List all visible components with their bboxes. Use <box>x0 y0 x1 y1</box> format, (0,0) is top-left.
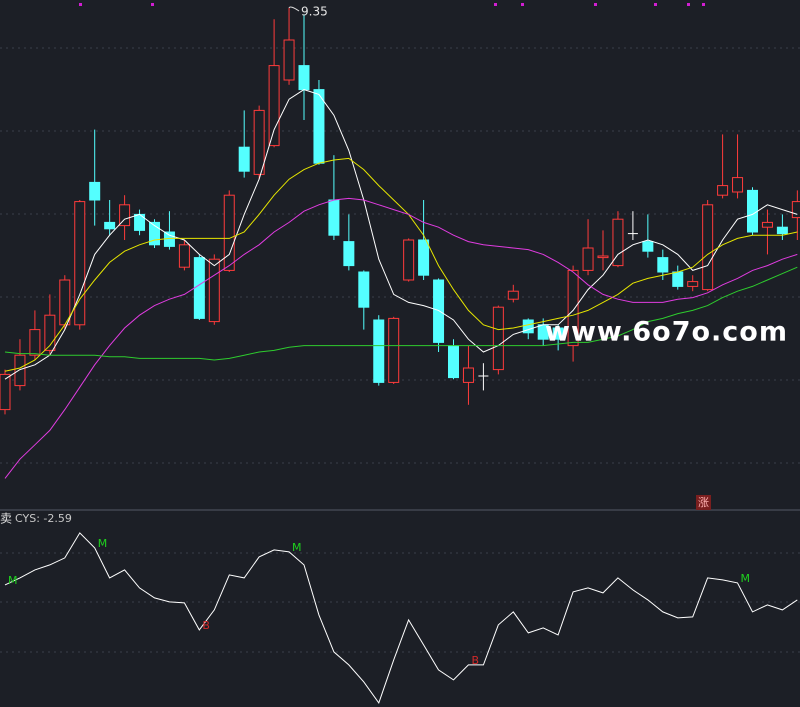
candle-body <box>687 281 699 287</box>
candle-body <box>403 239 415 281</box>
candles <box>0 8 800 479</box>
grid <box>0 47 800 653</box>
candle-body <box>732 177 744 193</box>
moving-average-line <box>4 197 798 479</box>
signal-label: B <box>471 654 479 667</box>
candle-body <box>373 319 385 383</box>
candle-body <box>791 201 800 219</box>
candle-body <box>418 239 430 276</box>
indicator-label: CYS: -2.59 <box>15 512 72 525</box>
candle-body <box>208 258 220 323</box>
candle-body <box>507 290 519 300</box>
candle-body <box>178 244 190 268</box>
candle-body <box>104 221 116 230</box>
max-pointer <box>288 6 300 12</box>
candle-body <box>448 345 459 379</box>
marker-dot <box>594 3 597 6</box>
candle-body <box>253 109 265 175</box>
candle-body <box>433 279 445 343</box>
candle-body <box>343 241 355 267</box>
marker-dot <box>494 3 497 6</box>
candle-body <box>717 185 729 196</box>
candle-body <box>328 199 340 236</box>
badge-box <box>696 495 711 510</box>
marker-dot <box>151 3 154 6</box>
max-label: 9.35 <box>301 5 328 19</box>
watermark: www.6o7o.com <box>545 317 788 348</box>
marker-dot <box>521 3 524 6</box>
candle-body <box>761 221 773 228</box>
candle-body <box>747 189 758 233</box>
candle-body <box>657 257 669 273</box>
moving-average-line <box>4 157 798 372</box>
candle-body <box>89 181 101 201</box>
marker-dot <box>654 3 657 6</box>
candle-body <box>612 218 624 267</box>
candle-body <box>0 373 11 411</box>
marker-dot <box>79 3 82 6</box>
candle-body <box>462 367 474 383</box>
signal-label: M <box>292 541 302 554</box>
badge: 涨 <box>698 496 709 509</box>
candle-body <box>492 306 504 371</box>
signal-label: M <box>98 537 108 550</box>
candle-body <box>29 329 41 356</box>
candle-body <box>672 271 684 287</box>
candle-body <box>702 204 714 291</box>
candle-body <box>149 221 160 246</box>
candle-body <box>298 65 310 91</box>
indicator-line <box>4 532 798 704</box>
marker-dot <box>687 3 690 6</box>
signal-label: M <box>8 574 18 587</box>
candle-body <box>44 314 56 351</box>
candle-body <box>388 317 400 383</box>
marker-dot <box>702 3 705 6</box>
candle-body <box>522 319 534 334</box>
top-markers <box>79 3 705 6</box>
indicator-prefix: 卖 <box>0 512 12 526</box>
candle-body <box>223 194 235 271</box>
candle-body <box>193 257 205 319</box>
candle-body <box>268 65 280 147</box>
candle-body <box>597 255 609 259</box>
candle-body <box>358 271 370 308</box>
candle-body <box>119 204 131 227</box>
candle-body <box>14 354 26 387</box>
candle-body <box>776 226 788 235</box>
candle-body <box>582 247 594 271</box>
candle-body <box>567 269 579 347</box>
moving-average-line <box>4 266 798 361</box>
candle-body <box>313 89 325 164</box>
moving-average-line <box>4 89 798 380</box>
signal-label: M <box>741 572 751 585</box>
candle-body <box>642 241 654 252</box>
candle-body <box>74 201 86 326</box>
candle-body <box>283 39 295 81</box>
candle-body <box>238 146 250 172</box>
candle-body <box>552 327 564 340</box>
signal-label: B <box>202 619 210 632</box>
